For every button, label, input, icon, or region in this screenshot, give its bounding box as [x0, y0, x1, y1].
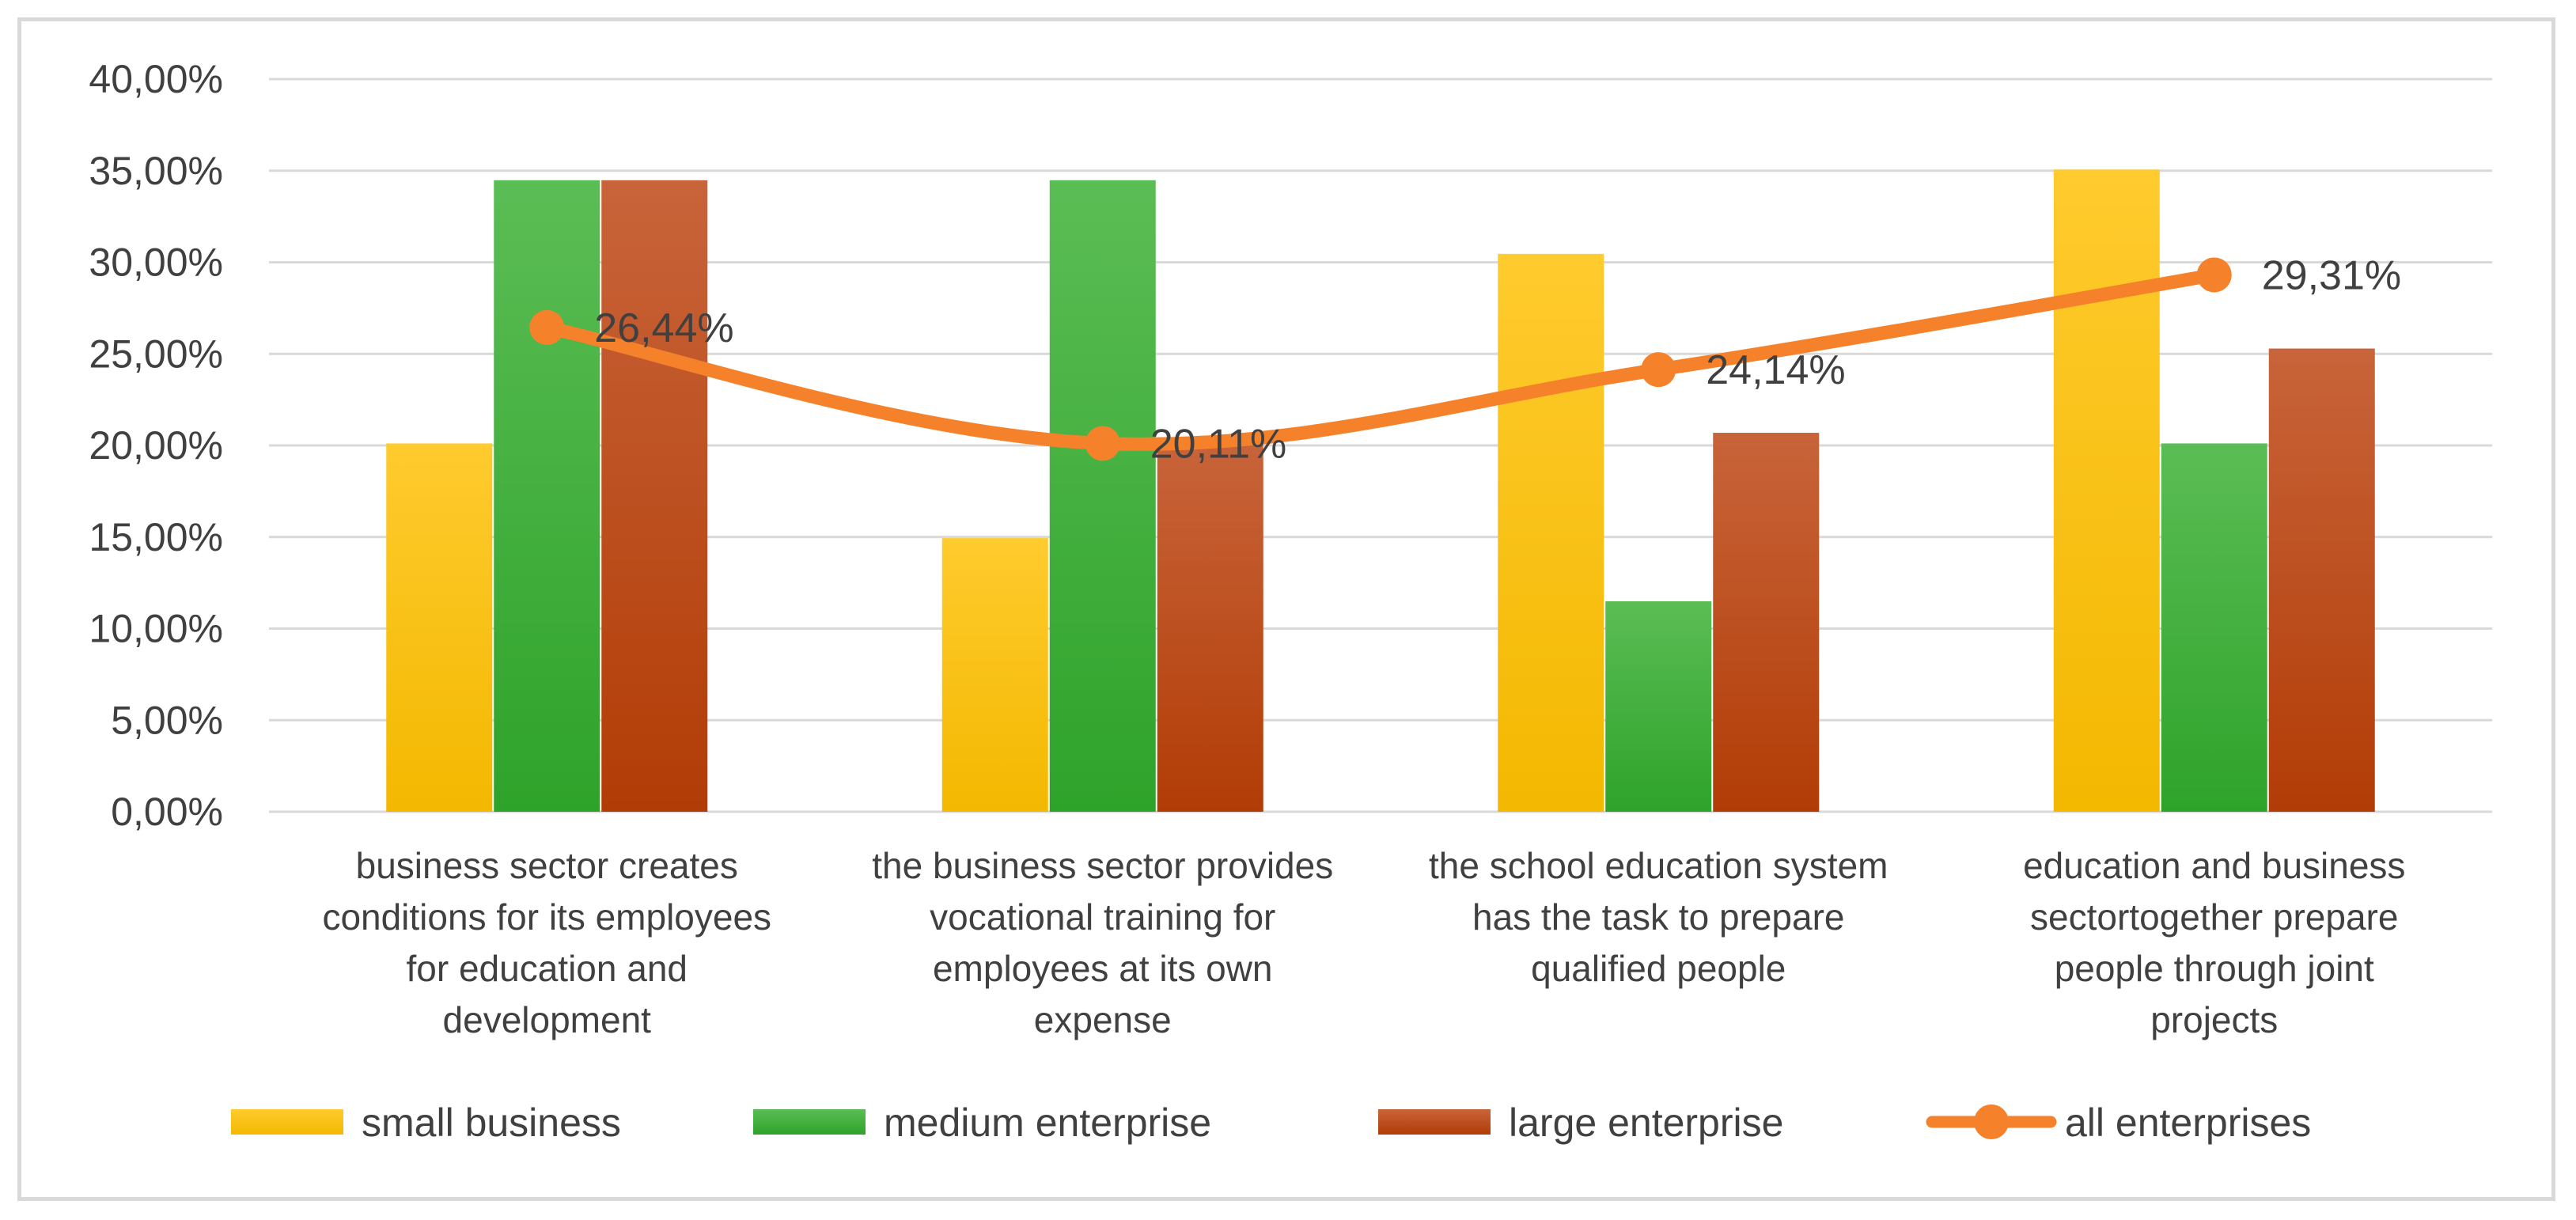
x-category-label: the school education system has the task …: [1429, 845, 1888, 989]
legend-item-medium-enterprise: medium enterprise: [753, 1101, 1211, 1145]
y-tick-label: 25,00%: [89, 332, 223, 376]
legend: small business medium enterprise large ent…: [231, 1101, 2311, 1145]
legend-label: all enterprises: [2065, 1101, 2311, 1145]
bar-medium-enterprise: [1605, 601, 1712, 812]
y-tick-label: 40,00%: [89, 57, 223, 101]
bar-small-business: [2053, 169, 2160, 813]
bar-large-enterprise: [1157, 443, 1263, 812]
marker-all-enterprises: [1085, 426, 1120, 461]
legend-item-large-enterprise: large enterprise: [1378, 1101, 1783, 1145]
bar-large-enterprise: [1713, 433, 1820, 812]
marker-all-enterprises: [529, 309, 565, 345]
bars: [386, 169, 2375, 813]
bar-large-enterprise: [2268, 348, 2375, 812]
legend-swatch: [231, 1109, 343, 1135]
marker-all-enterprises: [2196, 257, 2232, 293]
y-tick-label: 15,00%: [89, 515, 223, 559]
bar-medium-enterprise: [1049, 180, 1156, 813]
y-axis: 0,00% 5,00% 10,00% 15,00% 20,00% 25,00% 30,00%…: [89, 57, 223, 834]
legend-label: large enterprise: [1509, 1101, 1783, 1145]
line-series: 26,44% 20,11% 24,14% 29,31%: [529, 252, 2401, 467]
y-tick-label: 0,00%: [111, 790, 223, 834]
data-label: 24,14%: [1706, 347, 1845, 393]
x-category-label: the business sector provides vocational t…: [872, 845, 1333, 1040]
legend-swatch: [1378, 1109, 1491, 1135]
bar-small-business: [386, 443, 493, 812]
y-tick-label: 5,00%: [111, 698, 223, 742]
legend-label: medium enterprise: [884, 1101, 1211, 1145]
legend-item-all-enterprises: all enterprises: [1926, 1101, 2311, 1145]
data-label: 29,31%: [2262, 252, 2401, 298]
x-axis: business sector creates conditions for it…: [322, 845, 2405, 1040]
legend-item-small-business: small business: [231, 1101, 621, 1145]
data-label: 20,11%: [1150, 421, 1287, 467]
legend-label: small business: [362, 1101, 621, 1145]
y-tick-label: 10,00%: [89, 607, 223, 651]
y-tick-label: 35,00%: [89, 149, 223, 193]
y-tick-label: 30,00%: [89, 241, 223, 285]
x-category-label: education and business sectortogether pre…: [2023, 845, 2405, 1040]
bar-large-enterprise: [601, 180, 708, 813]
bar-medium-enterprise: [494, 180, 600, 813]
y-tick-label: 20,00%: [89, 423, 223, 468]
line-all-enterprises: [540, 267, 2222, 451]
x-category-label: business sector creates conditions for it…: [322, 845, 771, 1040]
legend-swatch: [753, 1109, 866, 1135]
legend-marker: [1974, 1104, 2009, 1139]
bar-small-business: [941, 538, 1048, 812]
data-label: 26,44%: [594, 305, 733, 351]
marker-all-enterprises: [1641, 352, 1676, 388]
bar-medium-enterprise: [2161, 443, 2267, 812]
bar-small-business: [1498, 253, 1604, 812]
